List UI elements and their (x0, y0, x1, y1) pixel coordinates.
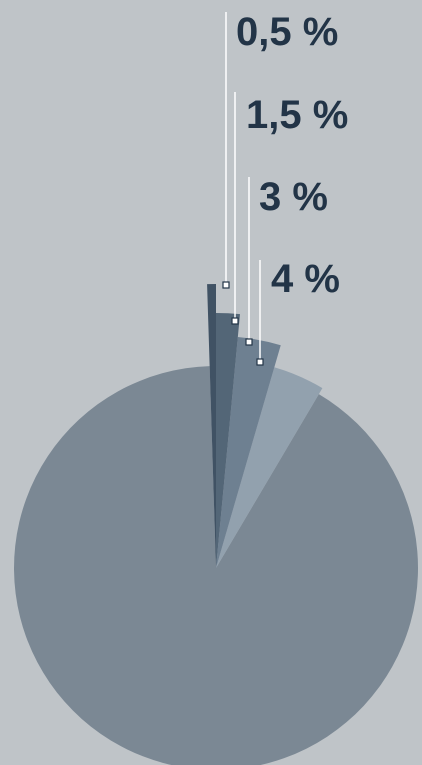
label-1-5-percent: 1,5 % (246, 93, 348, 137)
pie-slices (14, 284, 418, 765)
leader-marker-2 (245, 338, 253, 346)
leader-marker-3 (256, 358, 264, 366)
slice-labels: 0,5 % 1,5 % 3 % 4 % (236, 10, 348, 301)
slice-remainder (14, 366, 418, 765)
leader-lines (222, 12, 264, 366)
label-0-5-percent: 0,5 % (236, 10, 338, 54)
slice-4-percent (216, 367, 323, 568)
leader-marker-1 (231, 317, 239, 325)
slice-1-5-percent (216, 313, 240, 568)
slice-0-5-percent (207, 284, 216, 568)
label-4-percent: 4 % (271, 257, 340, 301)
slice-3-percent (216, 337, 281, 568)
label-3-percent: 3 % (259, 175, 328, 219)
leader-marker-0 (222, 281, 230, 289)
